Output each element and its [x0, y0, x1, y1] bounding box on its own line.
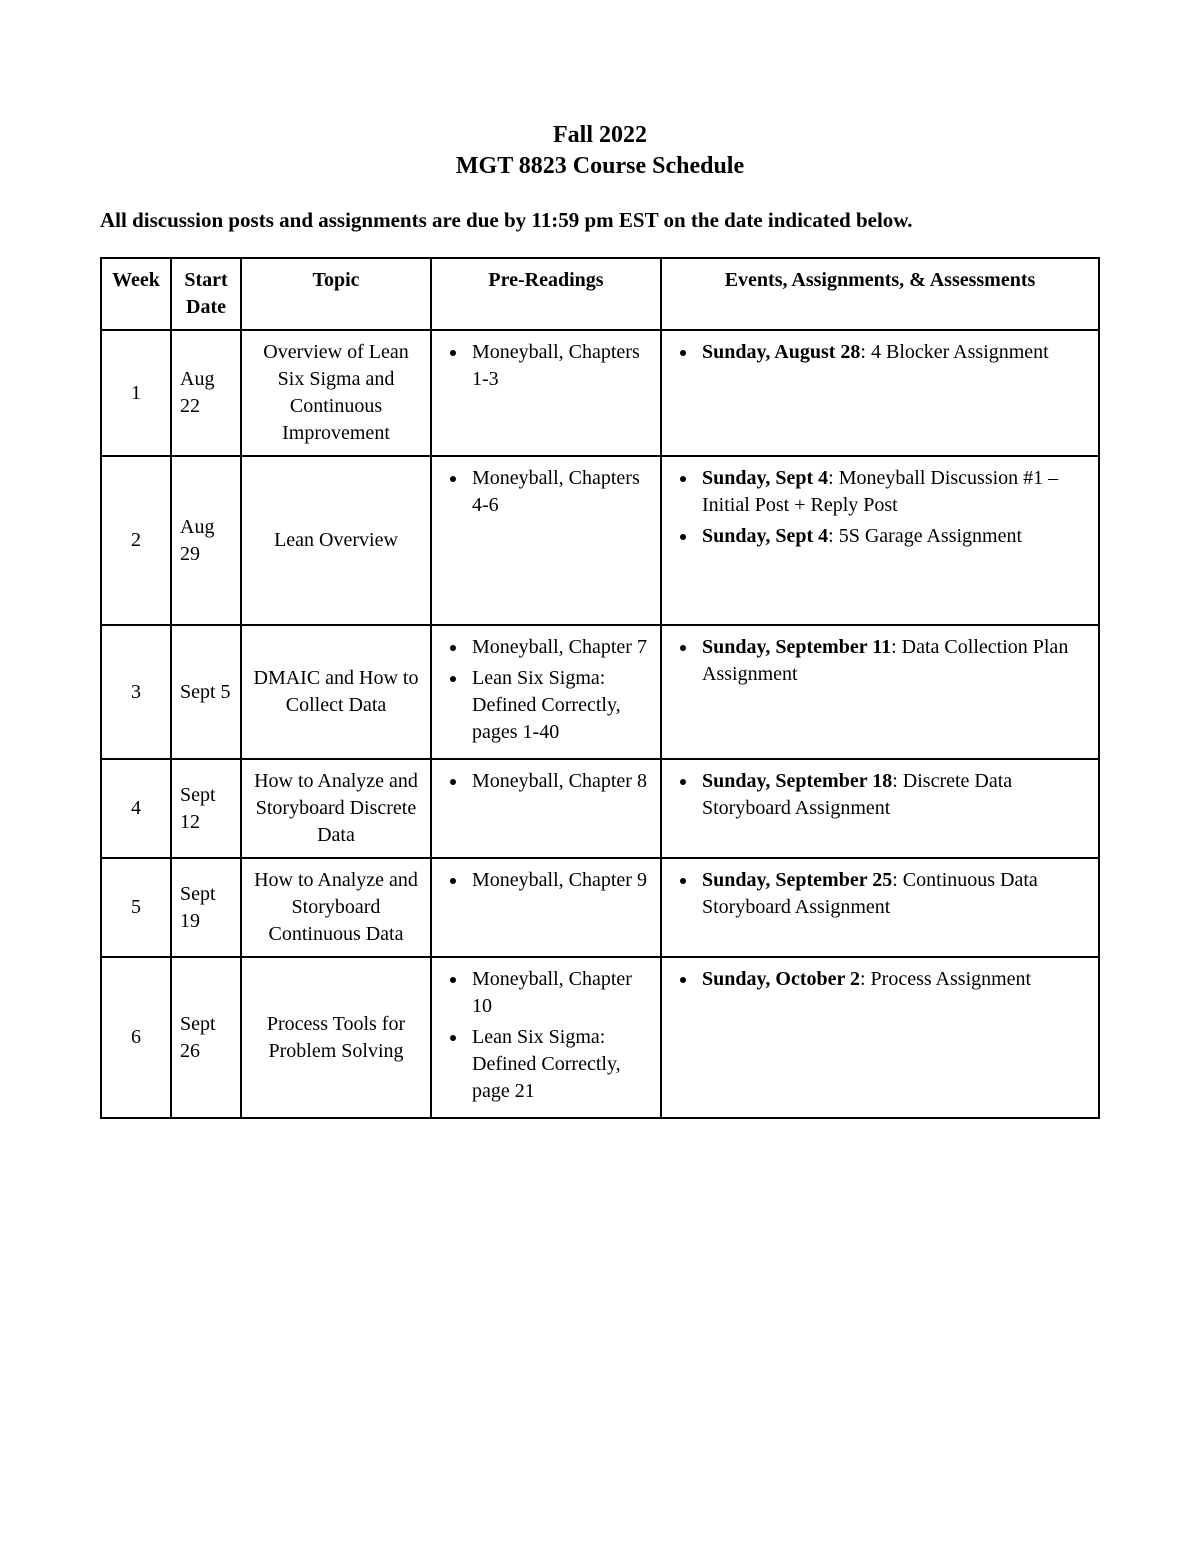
event-date: Sunday, October 2	[702, 968, 860, 990]
readings-cell: Moneyball, Chapters 4-6	[431, 456, 661, 625]
events-cell: Sunday, September 25: Continuous Data St…	[661, 858, 1099, 957]
week-cell: 1	[101, 330, 171, 456]
week-cell: 2	[101, 456, 171, 625]
table-row: 6Sept 26Process Tools for Problem Solvin…	[101, 957, 1099, 1118]
event-date: Sunday, September 18	[702, 770, 892, 792]
events-cell: Sunday, October 2: Process Assignment	[661, 957, 1099, 1118]
topic-cell: Process Tools for Problem Solving	[241, 957, 431, 1118]
events-list: Sunday, September 25: Continuous Data St…	[668, 867, 1092, 921]
event-item: Sunday, September 11: Data Collection Pl…	[698, 634, 1092, 688]
table-row: 1Aug 22Overview of Lean Six Sigma and Co…	[101, 330, 1099, 456]
week-cell: 4	[101, 759, 171, 858]
readings-cell: Moneyball, Chapter 7 Lean Six Sigma: Defi…	[431, 625, 661, 759]
event-item: Sunday, October 2: Process Assignment	[698, 966, 1092, 993]
readings-cell: Moneyball, Chapter 8	[431, 759, 661, 858]
start-date-cell: Sept 12	[171, 759, 241, 858]
events-cell: Sunday, Sept 4: Moneyball Discussion #1 …	[661, 456, 1099, 625]
events-list: Sunday, October 2: Process Assignment	[668, 966, 1092, 993]
table-header-row: Week Start Date Topic Pre-Readings Event…	[101, 258, 1099, 330]
table-row: 5Sept 19How to Analyze and Storyboard Co…	[101, 858, 1099, 957]
start-date-cell: Aug 22	[171, 330, 241, 456]
table-row: 4Sept 12How to Analyze and Storyboard Di…	[101, 759, 1099, 858]
reading-item: Lean Six Sigma: Defined Correctly, page …	[468, 1024, 654, 1105]
readings-list: Moneyball, Chapters 1-3	[438, 339, 654, 393]
event-item: Sunday, September 25: Continuous Data St…	[698, 867, 1092, 921]
reading-item: Moneyball, Chapter 9	[468, 867, 654, 894]
start-date-cell: Sept 19	[171, 858, 241, 957]
col-header-topic: Topic	[241, 258, 431, 330]
start-date-cell: Sept 26	[171, 957, 241, 1118]
event-item: Sunday, Sept 4: Moneyball Discussion #1 …	[698, 465, 1092, 519]
topic-cell: Overview of Lean Six Sigma and Continuou…	[241, 330, 431, 456]
reading-item: Moneyball, Chapters 4-6	[468, 465, 654, 519]
topic-cell: DMAIC and How to Collect Data	[241, 625, 431, 759]
col-header-events: Events, Assignments, & Assessments	[661, 258, 1099, 330]
events-cell: Sunday, September 18: Discrete Data Stor…	[661, 759, 1099, 858]
week-cell: 3	[101, 625, 171, 759]
col-header-week: Week	[101, 258, 171, 330]
event-date: Sunday, September 25	[702, 869, 892, 891]
col-header-date: Start Date	[171, 258, 241, 330]
schedule-table: Week Start Date Topic Pre-Readings Event…	[100, 257, 1100, 1119]
event-item: Sunday, August 28: 4 Blocker Assignment	[698, 339, 1092, 366]
document-header: Fall 2022 MGT 8823 Course Schedule	[100, 120, 1100, 182]
events-list: Sunday, August 28: 4 Blocker Assignment	[668, 339, 1092, 366]
reading-item: Lean Six Sigma: Defined Correctly, pages…	[468, 665, 654, 746]
readings-list: Moneyball, Chapter 8	[438, 768, 654, 795]
reading-item: Moneyball, Chapter 10	[468, 966, 654, 1020]
week-cell: 6	[101, 957, 171, 1118]
event-date: Sunday, September 11	[702, 636, 891, 658]
readings-list: Moneyball, Chapter 7 Lean Six Sigma: Defi…	[438, 634, 654, 746]
event-description: : Process Assignment	[860, 968, 1031, 990]
events-list: Sunday, September 11: Data Collection Pl…	[668, 634, 1092, 688]
start-date-cell: Aug 29	[171, 456, 241, 625]
topic-cell: How to Analyze and Storyboard Discrete D…	[241, 759, 431, 858]
title-line-2: MGT 8823 Course Schedule	[100, 151, 1100, 182]
table-row: 3Sept 5DMAIC and How to Collect DataMone…	[101, 625, 1099, 759]
readings-list: Moneyball, Chapters 4-6	[438, 465, 654, 519]
event-item: Sunday, September 18: Discrete Data Stor…	[698, 768, 1092, 822]
title-line-1: Fall 2022	[100, 120, 1100, 151]
event-description: : 5S Garage Assignment	[828, 525, 1022, 547]
table-row: 2Aug 29Lean Overview Moneyball, Chapters …	[101, 456, 1099, 625]
event-date: Sunday, Sept 4	[702, 525, 828, 547]
events-cell: Sunday, September 11: Data Collection Pl…	[661, 625, 1099, 759]
due-date-note: All discussion posts and assignments are…	[100, 208, 1100, 233]
start-date-cell: Sept 5	[171, 625, 241, 759]
week-cell: 5	[101, 858, 171, 957]
readings-cell: Moneyball, Chapter 10Lean Six Sigma: Def…	[431, 957, 661, 1118]
readings-list: Moneyball, Chapter 10Lean Six Sigma: Def…	[438, 966, 654, 1105]
event-date: Sunday, Sept 4	[702, 467, 828, 489]
readings-list: Moneyball, Chapter 9	[438, 867, 654, 894]
readings-cell: Moneyball, Chapter 9	[431, 858, 661, 957]
events-list: Sunday, September 18: Discrete Data Stor…	[668, 768, 1092, 822]
event-item: Sunday, Sept 4: 5S Garage Assignment	[698, 523, 1092, 550]
reading-item: Moneyball, Chapters 1-3	[468, 339, 654, 393]
event-description: : 4 Blocker Assignment	[860, 341, 1048, 363]
topic-cell: How to Analyze and Storyboard Continuous…	[241, 858, 431, 957]
col-header-readings: Pre-Readings	[431, 258, 661, 330]
events-list: Sunday, Sept 4: Moneyball Discussion #1 …	[668, 465, 1092, 550]
readings-cell: Moneyball, Chapters 1-3	[431, 330, 661, 456]
reading-item: Moneyball, Chapter 8	[468, 768, 654, 795]
event-date: Sunday, August 28	[702, 341, 860, 363]
events-cell: Sunday, August 28: 4 Blocker Assignment	[661, 330, 1099, 456]
topic-cell: Lean Overview	[241, 456, 431, 625]
reading-item: Moneyball, Chapter 7	[468, 634, 654, 661]
